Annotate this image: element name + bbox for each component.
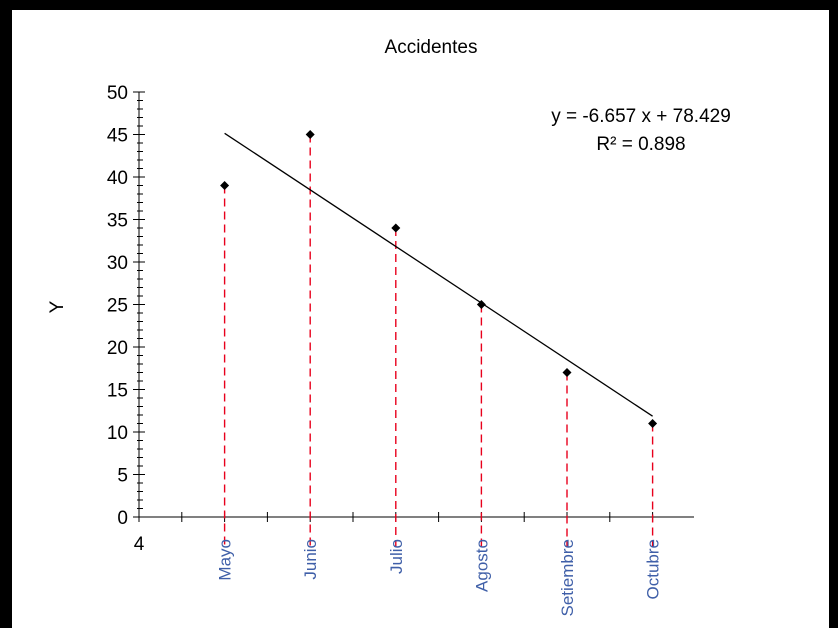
category-labels: Mayo Junio Julio Agosto Setiembre Octubre: [216, 539, 663, 616]
y-tick-label: 45: [107, 126, 128, 147]
y-tick-label: 10: [107, 423, 128, 444]
y-tick-label: 50: [107, 83, 128, 104]
category-label: Junio: [301, 539, 320, 580]
category-label: Julio: [387, 539, 406, 574]
y-tick-label: 20: [107, 338, 128, 359]
scatter-chart: Accidentes Y y = -6.657 x + 78.429 R² = …: [47, 37, 731, 616]
chart-frame: Accidentes Y y = -6.657 x + 78.429 R² = …: [12, 10, 829, 628]
x-tick-label: 4: [134, 534, 145, 555]
data-point: [562, 368, 572, 377]
data-point: [305, 130, 315, 139]
trendline-equation: y = -6.657 x + 78.429: [551, 106, 731, 127]
trendline-r2: R² = 0.898: [596, 134, 685, 155]
trendline: [224, 132, 653, 417]
drop-lines: [223, 134, 654, 547]
data-point: [220, 181, 230, 190]
data-point: [648, 419, 658, 428]
y-tick-label: 0: [117, 508, 128, 529]
category-label: Octubre: [644, 539, 663, 599]
data-point: [476, 300, 486, 309]
y-axis: 0 5 10 15 20 25 30 35 40 45 50: [107, 83, 145, 529]
trendline-group: [224, 132, 653, 417]
y-tick-label: 5: [117, 466, 128, 487]
y-tick-label: 25: [107, 296, 128, 317]
category-label: Mayo: [216, 539, 235, 581]
data-points: [220, 130, 658, 428]
y-axis-label: Y: [47, 300, 68, 313]
data-point: [391, 223, 401, 233]
category-label: Agosto: [472, 539, 491, 592]
y-tick-label: 40: [107, 168, 128, 189]
y-tick-label: 30: [107, 253, 128, 274]
category-label: Setiembre: [558, 539, 577, 616]
y-tick-label: 35: [107, 211, 128, 232]
y-tick-label: 15: [107, 381, 128, 402]
chart-title: Accidentes: [385, 37, 478, 58]
